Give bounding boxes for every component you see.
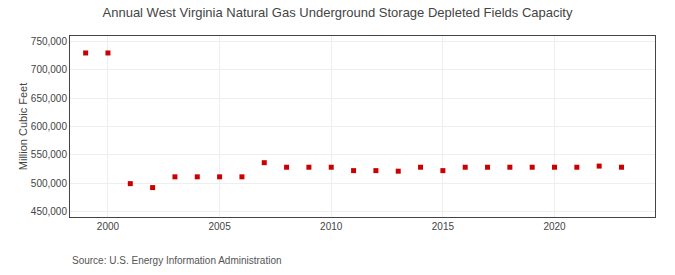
svg-text:Annual West Virginia Natural G: Annual West Virginia Natural Gas Undergr… [103, 5, 573, 20]
svg-text:2010: 2010 [320, 221, 343, 232]
svg-text:650,000: 650,000 [31, 93, 68, 104]
svg-text:600,000: 600,000 [31, 121, 68, 132]
svg-text:450,000: 450,000 [31, 206, 68, 217]
svg-text:2015: 2015 [432, 221, 455, 232]
svg-text:Million Cubic Feet: Million Cubic Feet [17, 83, 29, 170]
svg-text:750,000: 750,000 [31, 36, 68, 47]
svg-text:700,000: 700,000 [31, 64, 68, 75]
svg-text:500,000: 500,000 [31, 178, 68, 189]
svg-text:550,000: 550,000 [31, 149, 68, 160]
svg-text:2020: 2020 [543, 221, 566, 232]
svg-text:Source: U.S. Energy Informatio: Source: U.S. Energy Information Administ… [72, 255, 282, 266]
svg-text:2005: 2005 [208, 221, 231, 232]
svg-text:2000: 2000 [97, 221, 120, 232]
